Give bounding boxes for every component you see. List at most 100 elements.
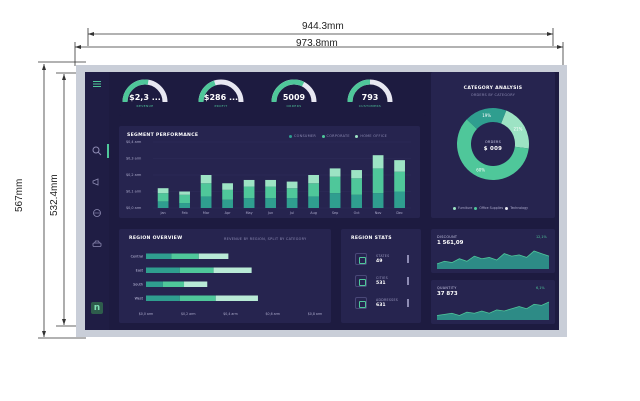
legend-consumer: CONSUMER — [294, 134, 317, 138]
bar-corporate — [394, 171, 405, 192]
region-stats-title: REGION STATS — [351, 236, 392, 241]
x-tick-label: Jul — [289, 211, 294, 215]
gauge-revenue-label: REVENUE — [136, 104, 154, 108]
legend-furniture: Furniture — [458, 206, 473, 210]
category-donut-chart: 21% 60% 19% — [457, 108, 529, 180]
category-legend: Furniture Office Supplies Technology — [453, 206, 528, 210]
menu-icon[interactable] — [91, 78, 103, 90]
donut-slice-furniture — [501, 110, 529, 149]
sidebar: n — [85, 72, 109, 330]
region-label: Central — [131, 255, 143, 259]
legend-home-office: HOME OFFICE — [360, 134, 388, 138]
region-bar-furniture — [146, 281, 163, 287]
y-tick-label: $0,0 arm — [126, 206, 142, 210]
x-tick-label: Dec — [396, 211, 403, 215]
donut-slice-label: 21% — [514, 127, 523, 132]
logo: n — [91, 302, 103, 314]
stat-addresses-label: ADDRESSES — [376, 298, 399, 302]
stat-cities-label: CITIES — [376, 276, 388, 280]
pin-icon — [355, 297, 367, 309]
area-line — [436, 250, 550, 265]
stat-states-bar — [407, 255, 409, 263]
bar-home-office — [265, 179, 276, 187]
bar-consumer — [265, 198, 276, 208]
x-tick-label: Aug — [310, 211, 317, 215]
bar-home-office — [351, 170, 362, 179]
gauge-fill — [347, 79, 371, 103]
region-bar-chart: Central East South West $0,0 arm $0,2 arm $0,4… — [131, 253, 322, 316]
gauge-revenue-value: $2,3 ... — [129, 93, 161, 102]
category-subtitle: ORDERS BY CATEGORY — [470, 93, 516, 97]
y-tick-label: $0,3 arm — [126, 157, 142, 161]
x-tick-label: Mar — [203, 211, 210, 215]
stat-states-value: 49 — [376, 259, 383, 264]
bar-home-office — [286, 181, 298, 189]
bar-corporate — [372, 168, 384, 194]
bar-corporate — [179, 194, 190, 204]
bar-corporate — [351, 178, 362, 195]
gauge-profit-label: PROFIT — [214, 104, 228, 108]
bar-home-office — [200, 175, 212, 184]
area-fill — [437, 302, 549, 320]
discount-area-chart — [436, 250, 550, 269]
donut-slice-office-supplies — [457, 119, 529, 180]
region-bar-furniture — [146, 267, 180, 273]
x-tick-label: Jun — [267, 211, 273, 215]
kpi-gauges: $2,3 ... REVENUE $286 ... PROFIT 5009 OR… — [119, 72, 426, 116]
y-tick-label: $0,2 arm — [126, 173, 142, 177]
region-bar-technology — [198, 253, 229, 259]
discount-pct: 12,1% — [536, 235, 547, 239]
bar-consumer — [394, 191, 405, 208]
stat-states-label: STATES — [376, 254, 390, 258]
map-icon — [355, 253, 367, 265]
bar-home-office — [329, 168, 341, 177]
discount-panel: DISCOUNT 1 561,09 12,1% — [431, 229, 555, 273]
region-label: West — [135, 297, 144, 301]
region-bar-office-supplies — [179, 267, 214, 273]
bar-corporate — [157, 193, 169, 202]
region-bar-office-supplies — [162, 281, 185, 287]
category-analysis-panel: CATEGORY ANALYSIS ORDERS BY CATEGORY 21%… — [431, 72, 555, 218]
gauge-profit-value: $286 ... — [203, 93, 239, 102]
segment-performance-panel: SEGMENT PERFORMANCE CONSUMER CORPORATE H… — [119, 126, 420, 218]
dim-label-outer-height: 567mm — [14, 178, 25, 212]
gauge-customers-value: 793 — [361, 93, 379, 102]
bar-home-office — [308, 175, 319, 184]
bar-home-office — [222, 183, 233, 190]
bar-corporate — [308, 183, 319, 197]
bar-consumer — [372, 193, 384, 208]
segment-bar-chart: $0,0 arm $0,1 arm $0,2 arm $0,3 arm $0,4 arm… — [126, 140, 411, 215]
x-tick-label: $0,2 arm — [181, 312, 195, 316]
x-tick-label: $0,4 arm — [223, 312, 237, 316]
active-indicator — [107, 144, 109, 158]
donut-slice-label: 60% — [476, 168, 485, 173]
region-overview-title: REGION OVERVIEW — [129, 236, 183, 241]
x-tick-label: Nov — [375, 211, 382, 215]
gauge-orders-label: ORDERS — [286, 104, 302, 108]
bar-consumer — [308, 196, 319, 208]
region-bar-technology — [184, 281, 208, 287]
y-tick-label: $0,4 arm — [126, 140, 142, 144]
x-tick-label: $0,6 arm — [266, 312, 280, 316]
region-bar-furniture — [146, 253, 172, 259]
stat-cities-bar — [407, 277, 409, 285]
region-bar-office-supplies — [171, 253, 199, 259]
bar-corporate — [200, 183, 212, 197]
gauge-fill — [198, 80, 216, 103]
bar-consumer — [351, 194, 362, 208]
quantity-pct: 6,1% — [536, 286, 545, 290]
area-line — [436, 301, 550, 316]
search-icon[interactable] — [91, 145, 103, 157]
stat-cities-value: 531 — [376, 281, 386, 286]
megaphone-icon[interactable] — [91, 176, 103, 188]
donut-slice-label: 19% — [482, 113, 491, 118]
y-tick-label: $0,1 arm — [126, 190, 142, 194]
legend-office-supplies: Office Supplies — [479, 206, 504, 210]
x-tick-label: Feb — [182, 211, 188, 215]
region-bar-technology — [215, 295, 258, 301]
globe-icon[interactable] — [91, 207, 103, 219]
car-icon[interactable] — [91, 238, 103, 250]
gauge-fill — [122, 79, 149, 103]
dim-label-inner-width: 944.3mm — [302, 21, 344, 32]
